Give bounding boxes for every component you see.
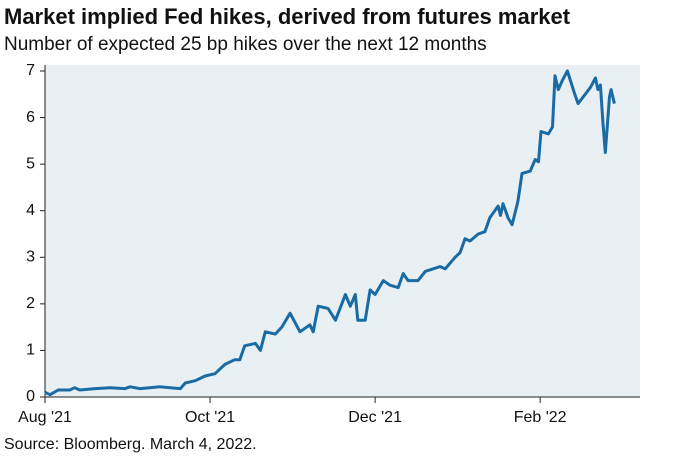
chart-title: Market implied Fed hikes, derived from f… bbox=[4, 4, 571, 29]
y-tick-label: 2 bbox=[26, 295, 35, 312]
x-tick-label: Aug '21 bbox=[18, 409, 72, 426]
y-tick-label: 6 bbox=[26, 109, 35, 126]
source-note: Source: Bloomberg. March 4, 2022. bbox=[4, 436, 257, 453]
y-tick-label: 1 bbox=[26, 342, 35, 359]
chart-subtitle: Number of expected 25 bp hikes over the … bbox=[4, 34, 487, 55]
y-tick-label: 5 bbox=[26, 155, 35, 172]
plot-area bbox=[45, 65, 640, 397]
y-tick-label: 7 bbox=[26, 62, 35, 79]
x-tick-label: Dec '21 bbox=[348, 409, 402, 426]
y-tick-label: 3 bbox=[26, 249, 35, 266]
x-tick-label: Oct '21 bbox=[185, 409, 235, 426]
y-tick-label: 0 bbox=[26, 388, 35, 405]
series-line bbox=[44, 69, 616, 397]
y-tick-label: 4 bbox=[26, 202, 35, 219]
x-tick-label: Feb '22 bbox=[514, 409, 567, 426]
